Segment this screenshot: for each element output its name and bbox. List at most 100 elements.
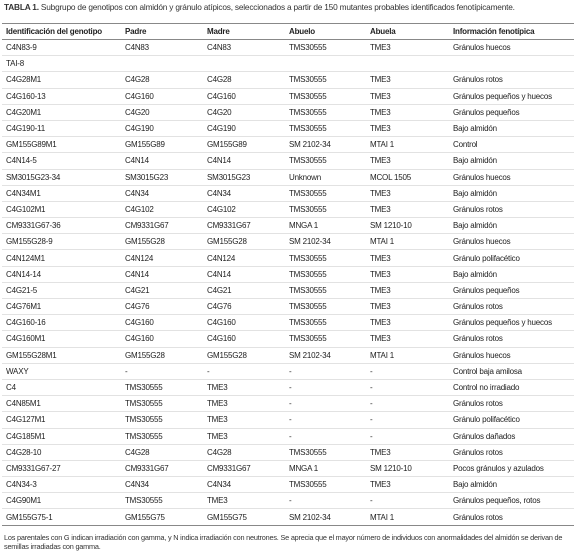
table-cell: Gránulos rotos bbox=[449, 444, 574, 461]
table-cell: C4G102 bbox=[203, 201, 285, 219]
table-cell: SM3015G23 bbox=[121, 169, 203, 186]
table-row: C4G90M1 TMS30555 TME3- - Gránulos pequeños, … bbox=[2, 492, 574, 510]
table-cell: TME3 bbox=[203, 379, 285, 397]
table-cell: Gránulos rotos bbox=[449, 71, 574, 89]
table-row: SM3015G23-34 SM3015G23 SM3015G23 Unknown MCO… bbox=[2, 169, 574, 186]
table-cell: C4N83 bbox=[121, 39, 203, 57]
table-cell: CM9331G67-36 bbox=[2, 217, 121, 235]
table-cell: C4G102 bbox=[121, 201, 203, 219]
table-cell: SM 2102-34 bbox=[285, 347, 366, 364]
table-cell: Gránulos pequeños, rotos bbox=[449, 492, 574, 510]
table-cell: TME3 bbox=[366, 314, 449, 332]
table-cell: TAI-8 bbox=[2, 55, 121, 73]
table-row: GM155G75-1 GM155G75 GM155G75 SM 2102-34 MTAI… bbox=[2, 508, 574, 526]
table-cell: C4G190-11 bbox=[2, 120, 121, 138]
table-cell: Gránulos huecos bbox=[449, 39, 574, 57]
table-cell: Control bbox=[449, 136, 574, 154]
table-cell: SM 1210-10 bbox=[366, 460, 449, 478]
table-cell: C4G190 bbox=[203, 120, 285, 138]
header-cell: Padre bbox=[121, 23, 203, 40]
table-cell: CM9331G67 bbox=[121, 217, 203, 235]
table-cell: - bbox=[366, 363, 449, 380]
table-cell: TMS30555 bbox=[285, 39, 366, 57]
table-cell: C4G160-13 bbox=[2, 88, 121, 105]
table-cell: TMS30555 bbox=[285, 88, 366, 105]
table-cell: TMS30555 bbox=[285, 298, 366, 316]
table-cell: GM155G89 bbox=[121, 136, 203, 154]
table-cell: TME3 bbox=[366, 249, 449, 267]
table-row: C4N85M1 TMS30555 TME3- - Gránulos rotos bbox=[2, 395, 574, 413]
footnote: Los parentales con G indican irradiación… bbox=[4, 533, 563, 551]
table-cell: GM155G28 bbox=[121, 233, 203, 251]
table-cell: C4G28 bbox=[203, 71, 285, 89]
table-cell: C4N14 bbox=[121, 266, 203, 283]
table-cell: TMS30555 bbox=[121, 492, 203, 510]
table-cell: C4G102M1 bbox=[2, 201, 121, 219]
table-cell: TME3 bbox=[366, 444, 449, 461]
table-cell: C4G76M1 bbox=[2, 298, 121, 316]
table-cell: C4N85M1 bbox=[2, 395, 121, 413]
table-row: C4G28-10 C4G28 C4G28 TMS30555 TME3 Gránulos r… bbox=[2, 444, 574, 461]
table-cell: C4G21 bbox=[121, 282, 203, 300]
table-row: GM155G28M1 GM155G28 GM155G28 SM 2102-34 MTAI… bbox=[2, 347, 574, 364]
table-cell: TME3 bbox=[366, 185, 449, 202]
table-cell: C4N34-3 bbox=[2, 476, 121, 494]
table-cell: TMS30555 bbox=[121, 411, 203, 429]
table-cell: Gránulo polifacético bbox=[449, 411, 574, 429]
table-cell: Unknown bbox=[285, 169, 366, 186]
table-cell: TME3 bbox=[366, 39, 449, 57]
table-cell: TME3 bbox=[366, 71, 449, 89]
table-row: TAI-8 bbox=[2, 55, 574, 73]
table-cell: C4 bbox=[2, 379, 121, 397]
table-cell: MTAI 1 bbox=[366, 508, 449, 526]
table-cell: TME3 bbox=[366, 120, 449, 138]
table-row: C4G102M1 C4G102 C4G102 TMS30555 TME3 Gránulos… bbox=[2, 201, 574, 219]
table-cell: TME3 bbox=[366, 282, 449, 300]
table-cell: C4G28 bbox=[203, 444, 285, 461]
table-cell: C4N34 bbox=[203, 185, 285, 202]
table-cell: C4G160 bbox=[203, 88, 285, 105]
empty-cell bbox=[203, 55, 285, 73]
table-cell: TMS30555 bbox=[121, 395, 203, 413]
table-cell: TME3 bbox=[366, 266, 449, 283]
table-cell: Gránulos pequeños y huecos bbox=[449, 314, 574, 332]
header-cell: Madre bbox=[203, 23, 285, 40]
table-cell: Bajo almidón bbox=[449, 185, 574, 202]
table-cell: SM 2102-34 bbox=[285, 508, 366, 526]
table-row: WAXY - - - - Control baja amilosa bbox=[2, 363, 574, 380]
table-cell: TME3 bbox=[366, 104, 449, 121]
table-row: C4N14-5 C4N14 C4N14 TMS30555 TME3 Bajo almidó… bbox=[2, 152, 574, 170]
table-cell: Bajo almidón bbox=[449, 152, 574, 170]
table-cell: TME3 bbox=[203, 395, 285, 413]
table-cell: - bbox=[366, 428, 449, 445]
empty-cell bbox=[121, 55, 203, 73]
table-cell: SM3015G23 bbox=[203, 169, 285, 186]
table-cell: Gránulos rotos bbox=[449, 330, 574, 348]
table-cell: Bajo almidón bbox=[449, 266, 574, 283]
table-row: C4N14-14 C4N14 C4N14 TMS30555 TME3 Bajo almid… bbox=[2, 266, 574, 283]
table-cell: MNGA 1 bbox=[285, 217, 366, 235]
table-cell: TMS30555 bbox=[285, 201, 366, 219]
table-cell: WAXY bbox=[2, 363, 121, 380]
table-cell: TMS30555 bbox=[121, 379, 203, 397]
table-cell: Gránulos pequeños bbox=[449, 104, 574, 121]
table-cell: SM 2102-34 bbox=[285, 136, 366, 154]
table-cell: - bbox=[366, 395, 449, 413]
table-cell: Gránulos dañados bbox=[449, 428, 574, 445]
table-cell: Gránulos huecos bbox=[449, 169, 574, 186]
table-cell: C4N124 bbox=[203, 249, 285, 267]
table-cell: Bajo almidón bbox=[449, 476, 574, 494]
table-cell: C4N14-14 bbox=[2, 266, 121, 283]
table-cell: TMS30555 bbox=[285, 282, 366, 300]
table-cell: TMS30555 bbox=[285, 185, 366, 202]
table-cell: GM155G89M1 bbox=[2, 136, 121, 154]
table-cell: TME3 bbox=[366, 330, 449, 348]
table-cell: Gránulos pequeños bbox=[449, 282, 574, 300]
table-cell: SM 2102-34 bbox=[285, 233, 366, 251]
table-cell: C4G76 bbox=[203, 298, 285, 316]
table-cell: Gránulos huecos bbox=[449, 347, 574, 364]
table-cell: C4N124 bbox=[121, 249, 203, 267]
table-cell: C4G20M1 bbox=[2, 104, 121, 121]
table-cell: Gránulos rotos bbox=[449, 298, 574, 316]
header-cell: Identificación del genotipo bbox=[2, 23, 121, 40]
